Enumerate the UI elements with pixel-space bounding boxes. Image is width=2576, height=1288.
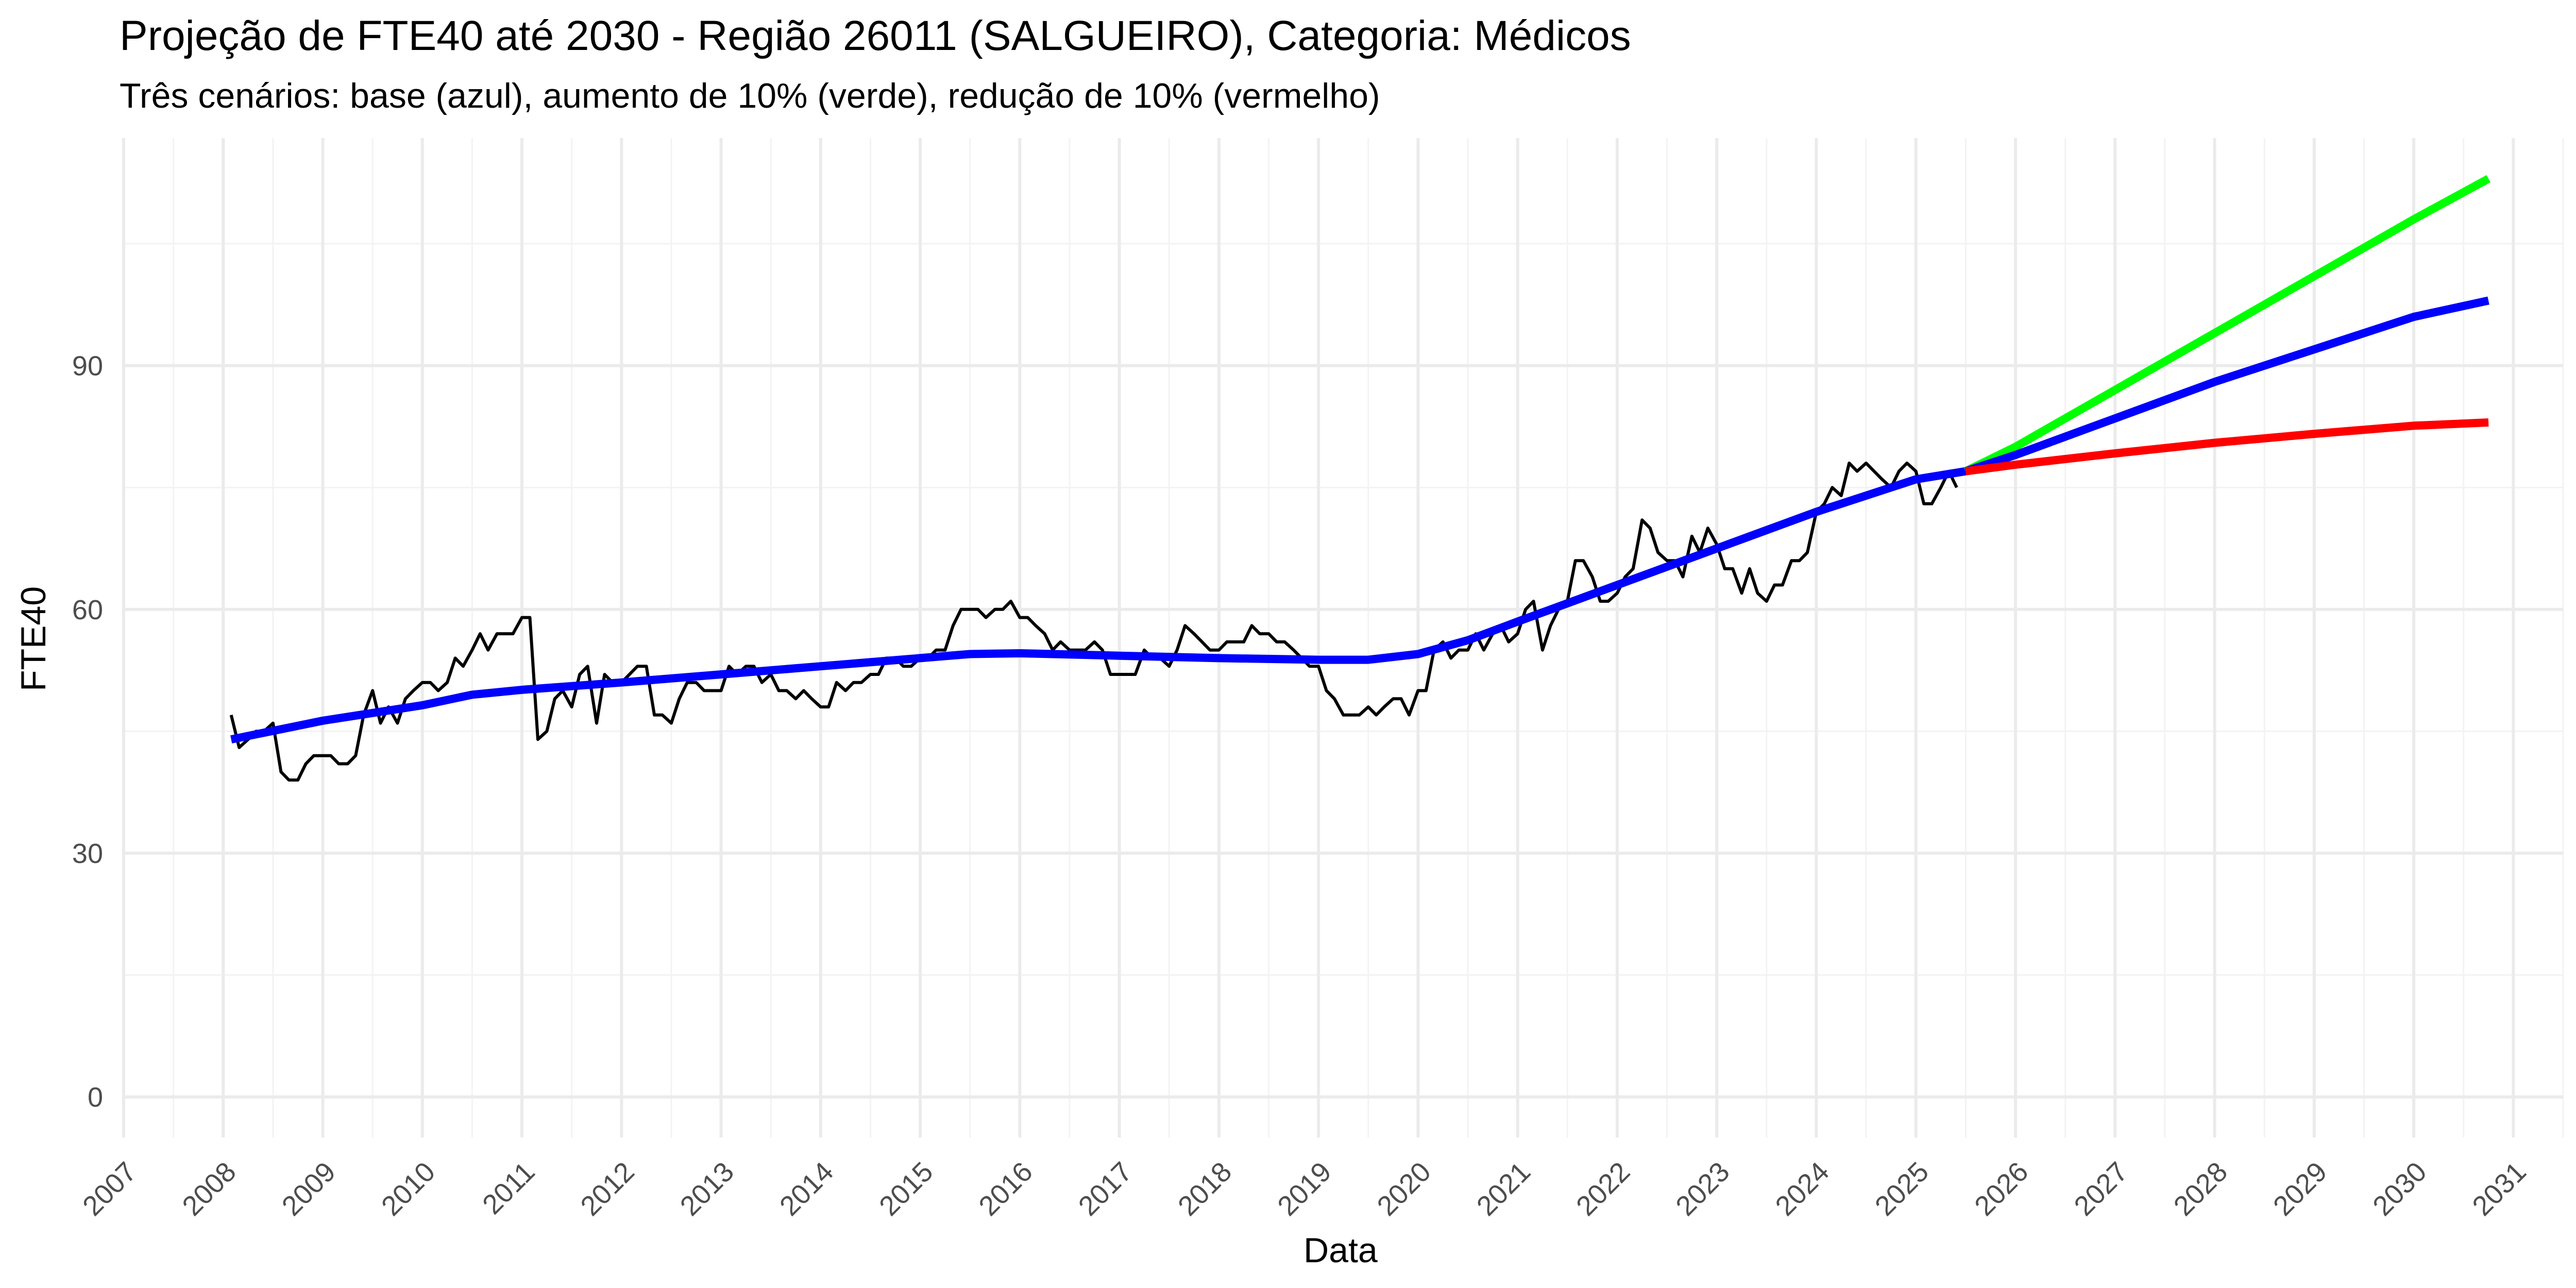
x-tick-label: 2023 [1670,1156,1735,1222]
minor-gridlines [124,138,2564,1138]
x-tick-label: 2031 [2466,1156,2532,1222]
x-tick-label: 2017 [1073,1156,1138,1222]
chart-subtitle: Três cenários: base (azul), aumento de 1… [120,76,1380,115]
y-tick-label: 30 [72,838,103,869]
major-gridlines [122,138,2563,1138]
x-tick-label: 2008 [176,1156,242,1222]
x-tick-label: 2021 [1471,1156,1536,1222]
chart-title: Projeção de FTE40 até 2030 - Região 2601… [120,12,1631,59]
x-tick-label: 2024 [1770,1156,1835,1222]
y-tick-label: 90 [72,351,103,382]
increase-scenario-line [1963,175,2490,475]
base-scenario-line [1964,296,2489,476]
x-tick-label: 2014 [774,1156,839,1222]
series-lines [229,175,2490,782]
x-axis-tick-labels: 2007 2008 2009 2010 2011 2012 2013 2014 2015 2016… [77,1156,2532,1222]
x-tick-label: 2020 [1371,1156,1437,1222]
x-tick-label: 2011 [477,1156,541,1221]
x-tick-label: 2026 [1969,1156,2034,1222]
x-tick-label: 2013 [674,1156,740,1222]
x-tick-label: 2019 [1272,1156,1337,1222]
x-axis-title: Data [1303,1231,1378,1270]
y-tick-label: 0 [88,1082,103,1113]
x-tick-label: 2029 [2267,1156,2333,1222]
x-tick-label: 2009 [276,1156,342,1222]
y-tick-label: 60 [72,595,103,625]
x-tick-label: 2027 [2068,1156,2133,1222]
x-tick-label: 2022 [1570,1156,1636,1222]
y-axis-tick-labels: 0 30 60 90 [72,351,103,1113]
x-tick-label: 2015 [873,1156,939,1222]
x-tick-label: 2007 [77,1156,142,1222]
x-tick-label: 2018 [1172,1156,1238,1222]
x-tick-label: 2025 [1869,1156,1935,1222]
observed-series-line [229,461,1958,782]
x-tick-label: 2010 [376,1156,441,1222]
trend-series-line [230,467,1967,744]
x-tick-label: 2016 [973,1156,1038,1222]
decrease-scenario-line [1965,418,2489,476]
x-tick-label: 2028 [2168,1156,2233,1222]
x-tick-label: 2030 [2367,1156,2432,1222]
x-tick-label: 2012 [574,1156,640,1222]
y-axis-title: FTE40 [14,586,53,691]
